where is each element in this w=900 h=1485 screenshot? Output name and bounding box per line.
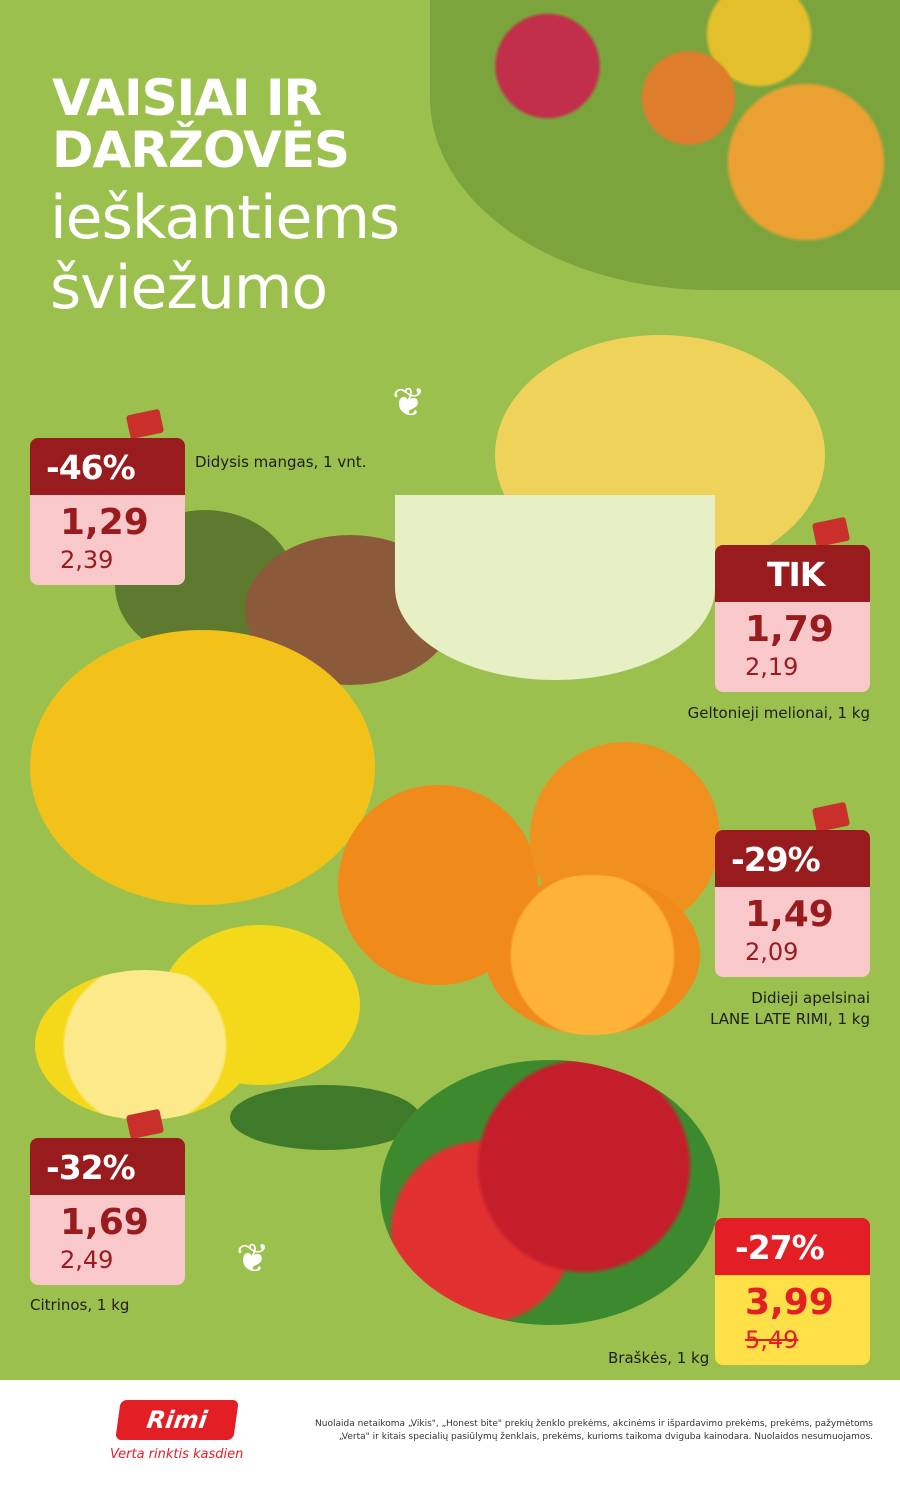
current-price: 1,29 xyxy=(60,502,149,543)
loyalty-card-icon xyxy=(811,801,851,833)
product-name: Braškės, 1 kg xyxy=(608,1349,710,1367)
leaf-icon: ❦ xyxy=(236,1236,270,1282)
old-price: 2,49 xyxy=(60,1246,114,1274)
headline-line4: šviežumo xyxy=(50,253,328,323)
promo-poster: VAISIAI IR DARŽOVĖS ieškantiems šviežumo… xyxy=(0,0,900,1380)
discount-badge: -46% xyxy=(30,438,185,495)
melon-slice-image xyxy=(395,495,715,680)
old-price: 5,49 xyxy=(745,1326,799,1354)
product-name: Citrinos, 1 kg xyxy=(30,1296,130,1314)
old-price: 2,09 xyxy=(745,938,799,966)
old-price: 2,39 xyxy=(60,546,114,574)
product-name: Didieji apelsinai LANE LATE RIMI, 1 kg xyxy=(710,988,870,1030)
current-price: 1,49 xyxy=(745,894,834,935)
loyalty-card-icon xyxy=(125,408,165,440)
price-tag-oranges: -29% 1,49 2,09 xyxy=(715,830,870,977)
product-name: Didysis mangas, 1 vnt. xyxy=(195,453,367,471)
headline-line2: DARŽOVĖS xyxy=(52,121,350,179)
discount-badge: -27% xyxy=(715,1218,870,1275)
leaf-icon: ❦ xyxy=(392,380,426,426)
strawberries-image xyxy=(380,1060,720,1325)
price-tag-lemons: -32% 1,69 2,49 xyxy=(30,1138,185,1285)
discount-badge: -29% xyxy=(715,830,870,887)
product-name: Geltonieji melionai, 1 kg xyxy=(687,704,870,722)
current-price: 3,99 xyxy=(745,1282,834,1323)
price-tag-mango: -46% 1,29 2,39 xyxy=(30,438,185,585)
footer: Rimi Verta rinktis kasdien Nuolaida neta… xyxy=(0,1380,900,1485)
price-tag-strawberries: -27% 3,99 5,49 xyxy=(715,1218,870,1365)
discount-badge: -32% xyxy=(30,1138,185,1195)
disclaimer: Nuolaida netaikoma „Vikis", „Honest bite… xyxy=(315,1419,873,1442)
current-price: 1,69 xyxy=(60,1202,149,1243)
product-name-line2: LANE LATE RIMI, 1 kg xyxy=(710,1010,870,1028)
price-tag-melon: TIK 1,79 2,19 xyxy=(715,545,870,692)
mango-cut-image xyxy=(30,630,375,905)
vegetables-image xyxy=(430,0,900,290)
headline-line3: ieškantiems xyxy=(50,183,400,253)
headline-line1: VAISIAI IR xyxy=(52,69,322,127)
product-name-line1: Didieji apelsinai xyxy=(751,989,870,1007)
lemon-leaf-image xyxy=(230,1085,420,1150)
rimi-logo: Rimi xyxy=(115,1400,239,1440)
tagline: Verta rinktis kasdien xyxy=(110,1447,244,1462)
current-price: 1,79 xyxy=(745,609,834,650)
lemon-half-image xyxy=(35,970,255,1120)
discount-badge: TIK xyxy=(715,545,870,602)
orange-half-image xyxy=(485,875,700,1035)
loyalty-card-icon xyxy=(811,516,851,548)
old-price: 2,19 xyxy=(745,653,799,681)
